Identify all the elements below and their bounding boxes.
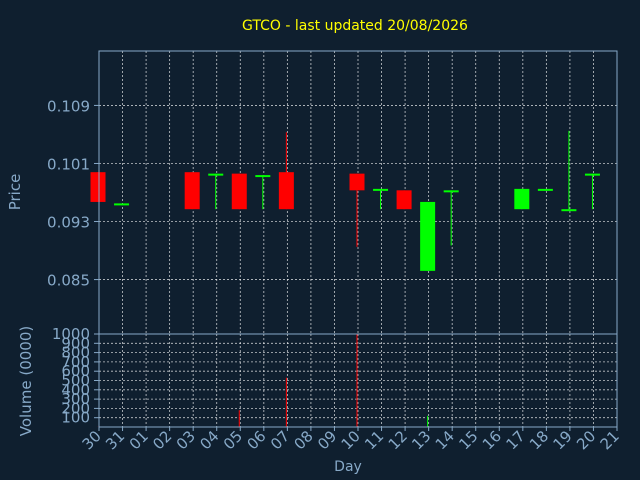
x-tick-label: 05	[220, 427, 246, 453]
candle-body	[208, 173, 224, 176]
candle-body	[231, 173, 247, 210]
volume-grid	[99, 333, 617, 427]
x-tick-label: 13	[408, 427, 434, 453]
volume-tick-label: 300	[61, 390, 90, 408]
x-tick-label: 06	[243, 427, 269, 453]
x-tick-label: 10	[338, 427, 364, 453]
candle-body	[278, 172, 294, 210]
x-tick-label: 04	[196, 427, 222, 453]
price-tick-label: 0.101	[47, 155, 90, 173]
candle-body	[584, 173, 600, 176]
volume-tick-label: 800	[61, 344, 90, 362]
candle-body	[114, 203, 130, 206]
candle-body	[561, 209, 577, 212]
x-tick-label: 30	[79, 427, 105, 453]
x-tick-label: 20	[573, 427, 599, 453]
x-tick-label: 16	[479, 427, 505, 453]
x-tick-label: 11	[361, 427, 387, 453]
volume-tick-label: 900	[61, 334, 90, 352]
x-tick-label: 15	[455, 427, 481, 453]
price-y-ticks: 0.085 0.093 0.101 0.109	[47, 97, 99, 290]
x-tick-label: 09	[314, 427, 340, 453]
x-tick-label: 02	[149, 427, 175, 453]
x-tick-label: 18	[526, 427, 552, 453]
volume-tick-label: 400	[61, 381, 90, 399]
price-tick-label: 0.085	[47, 272, 90, 290]
x-tick-label: 31	[102, 427, 128, 453]
x-axis-label: Day	[334, 459, 362, 475]
volume-tick-label: 200	[61, 399, 90, 417]
price-tick-label: 0.109	[47, 97, 90, 115]
chart-title: GTCO - last updated 20/08/2026	[242, 18, 468, 34]
candle-body	[443, 190, 459, 193]
candle-body	[90, 172, 106, 202]
x-tick-label: 08	[291, 427, 317, 453]
candle-body	[420, 201, 436, 271]
candle-body	[537, 188, 553, 191]
x-ticks: 3031010203040506070809101112131415161718…	[79, 427, 623, 453]
price-axis-label: Price	[6, 174, 24, 211]
price-tick-label: 0.093	[47, 214, 90, 232]
x-tick-label: 19	[550, 427, 576, 453]
x-tick-label: 12	[385, 427, 411, 453]
x-tick-label: 21	[597, 427, 623, 453]
x-tick-label: 07	[267, 427, 293, 453]
price-grid	[99, 51, 617, 334]
x-tick-label: 17	[502, 427, 528, 453]
candle-body	[184, 172, 200, 210]
volume-tick-label: 100	[61, 409, 90, 427]
volume-axis-label: Volume (0000)	[17, 326, 35, 436]
volume-tick-label: 1000	[52, 325, 90, 343]
x-tick-label: 14	[432, 427, 458, 453]
candle-body	[373, 188, 389, 191]
volume-tick-label: 700	[61, 353, 90, 371]
volume-tick-label: 600	[61, 362, 90, 380]
volume-tick-label: 500	[61, 372, 90, 390]
candle-body	[396, 190, 412, 210]
x-tick-label: 01	[126, 427, 152, 453]
volume-panel-frame	[98, 333, 618, 428]
candle-body	[514, 188, 530, 210]
candle-body	[255, 175, 271, 178]
candle-body	[349, 173, 365, 191]
candles	[90, 130, 600, 271]
x-tick-label: 03	[173, 427, 199, 453]
